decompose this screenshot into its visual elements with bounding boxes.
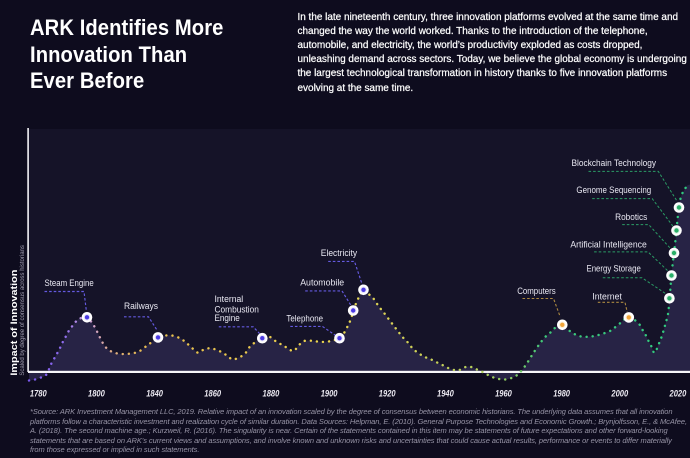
svg-text:Combustion: Combustion	[215, 304, 259, 315]
svg-text:Telephone: Telephone	[286, 313, 323, 324]
svg-text:1860: 1860	[204, 389, 222, 399]
svg-text:2020: 2020	[669, 389, 687, 399]
svg-text:1940: 1940	[437, 389, 455, 399]
svg-text:Electricity: Electricity	[321, 248, 357, 259]
svg-text:1960: 1960	[495, 389, 513, 399]
svg-text:Scaled by degree of consensus: Scaled by degree of consensus across his…	[19, 245, 26, 376]
svg-text:1920: 1920	[379, 389, 397, 399]
svg-text:1980: 1980	[553, 389, 571, 399]
svg-text:Railways: Railways	[124, 301, 158, 312]
svg-text:Robotics: Robotics	[615, 212, 647, 223]
svg-text:Internet: Internet	[592, 292, 622, 303]
svg-text:1800: 1800	[88, 389, 106, 399]
svg-text:Energy Storage: Energy Storage	[587, 263, 641, 274]
svg-text:Internal: Internal	[215, 294, 244, 305]
svg-text:Artificial Intelligence: Artificial Intelligence	[570, 239, 646, 250]
svg-text:Steam Engine: Steam Engine	[45, 278, 94, 289]
svg-text:Computers: Computers	[517, 286, 556, 297]
svg-text:Automobile: Automobile	[300, 277, 344, 288]
svg-text:1900: 1900	[321, 389, 339, 399]
svg-text:Blockchain Technology: Blockchain Technology	[572, 158, 657, 169]
svg-text:Engine: Engine	[215, 313, 240, 324]
svg-text:1880: 1880	[263, 389, 281, 399]
svg-text:Genome Sequencing: Genome Sequencing	[576, 185, 651, 196]
svg-text:Impact of Innovation: Impact of Innovation	[9, 269, 20, 375]
svg-text:1780: 1780	[30, 389, 48, 399]
svg-text:1840: 1840	[146, 389, 164, 399]
svg-text:2000: 2000	[611, 389, 629, 399]
